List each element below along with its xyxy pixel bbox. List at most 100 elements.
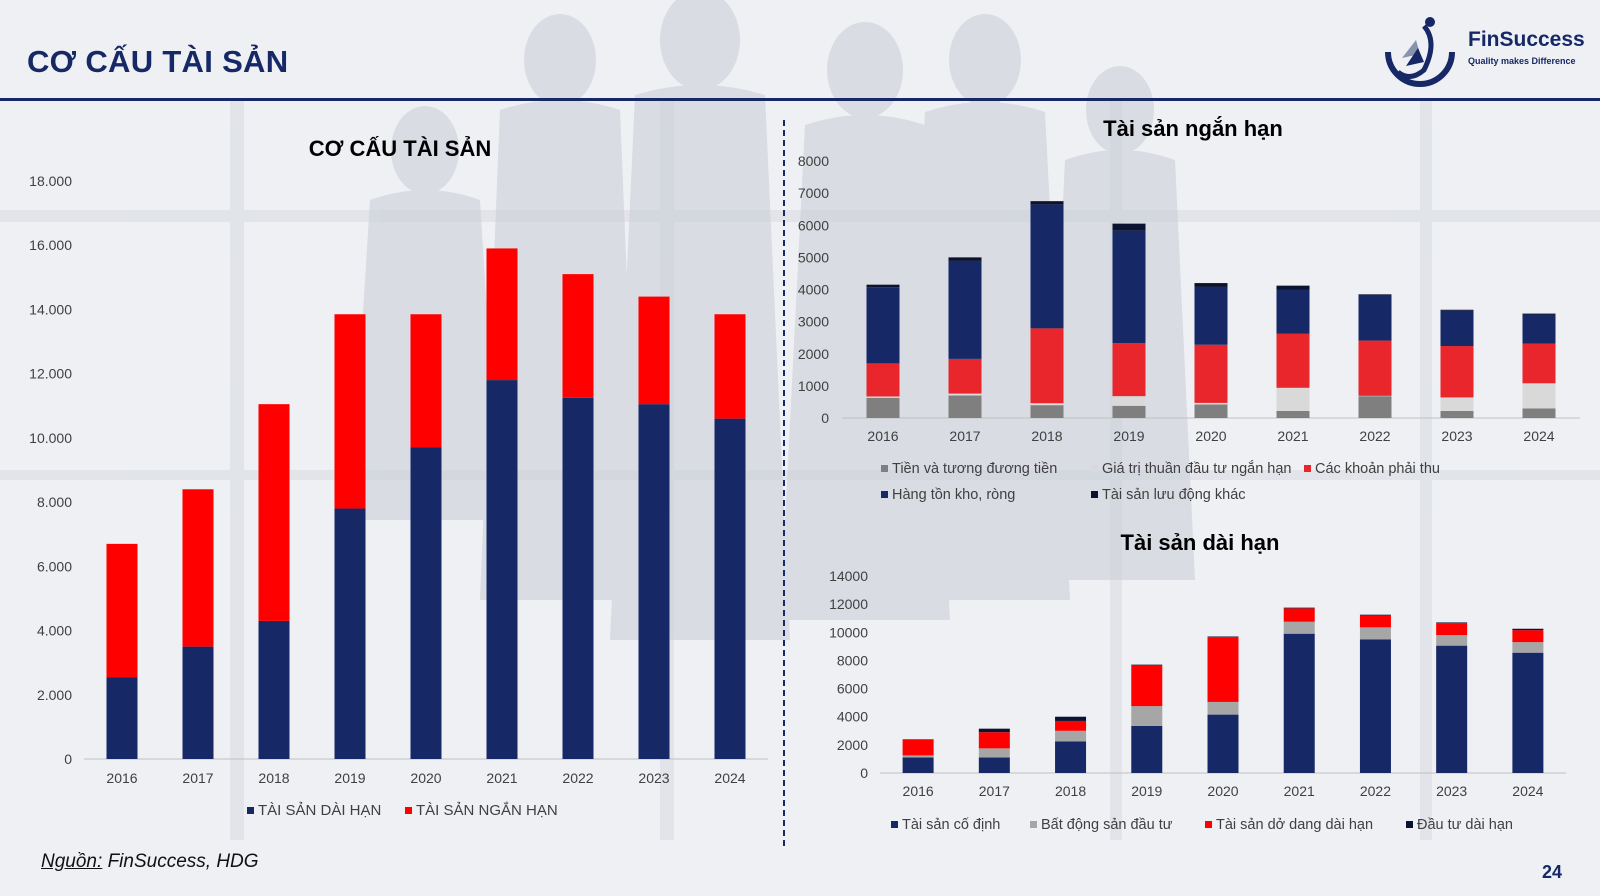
y-tick-label: 5000 xyxy=(798,249,829,265)
legend-label: Các khoản phải thu xyxy=(1315,461,1440,477)
bar-segment xyxy=(1512,630,1544,643)
bar-segment xyxy=(334,314,366,509)
bar-segment xyxy=(486,248,518,381)
bar-segment xyxy=(1194,344,1228,403)
bar-segment xyxy=(106,677,138,759)
bar-segment xyxy=(1276,333,1310,388)
x-tick-label: 2017 xyxy=(979,783,1010,799)
bar-segment xyxy=(1440,397,1474,411)
y-tick-label: 0 xyxy=(860,765,868,781)
y-tick-label: 2000 xyxy=(837,737,868,753)
bar-segment xyxy=(866,284,900,288)
chart-title: CƠ CẤU TÀI SẢN xyxy=(309,136,492,161)
y-tick-label: 1000 xyxy=(798,378,829,394)
x-tick-label: 2018 xyxy=(1031,428,1062,444)
legend-label: Tiền và tương đương tiền xyxy=(892,461,1057,477)
source-prefix: Nguồn: xyxy=(41,851,103,872)
legend-swatch xyxy=(405,807,412,814)
bar-segment xyxy=(1436,622,1468,624)
x-tick-label: 2016 xyxy=(106,770,137,786)
bar-segment xyxy=(948,395,982,418)
y-tick-label: 8000 xyxy=(798,153,829,169)
bar-segment xyxy=(1358,294,1392,341)
finsuccess-logo-icon xyxy=(1385,17,1455,87)
bar-segment xyxy=(1194,286,1228,345)
source-text: FinSuccess, HDG xyxy=(107,851,259,872)
bar-segment xyxy=(1112,405,1146,418)
bar-segment xyxy=(1359,627,1391,640)
x-tick-label: 2024 xyxy=(1512,783,1543,799)
legend-swatch xyxy=(881,491,888,498)
bar-segment xyxy=(334,508,366,759)
bar-segment xyxy=(1522,408,1556,418)
bar-segment xyxy=(902,755,934,758)
legend-swatch xyxy=(1406,821,1413,828)
x-tick-label: 2019 xyxy=(334,770,365,786)
bar-segment xyxy=(258,620,290,759)
bar-segment xyxy=(1055,720,1087,731)
bar-segment xyxy=(1112,230,1146,344)
bar-segment xyxy=(978,748,1010,758)
bar-segment xyxy=(1522,383,1556,409)
y-tick-label: 4000 xyxy=(798,282,829,298)
bar-segment xyxy=(1522,314,1556,344)
brand-name: FinSuccess xyxy=(1468,28,1585,51)
bar-segment xyxy=(1440,309,1474,311)
x-tick-label: 2017 xyxy=(949,428,980,444)
y-tick-label: 18.000 xyxy=(29,173,72,189)
bar-segment xyxy=(1194,283,1228,287)
bar-segment xyxy=(1359,614,1391,616)
y-tick-label: 10000 xyxy=(829,624,868,640)
bar-segment xyxy=(866,397,900,418)
bar-segment xyxy=(1194,404,1228,418)
bar-segment xyxy=(1030,328,1064,404)
bar-segment xyxy=(978,728,1010,733)
bar-segment xyxy=(1283,633,1315,773)
x-tick-label: 2016 xyxy=(867,428,898,444)
legend-swatch xyxy=(247,807,254,814)
bar-segment xyxy=(1522,343,1556,384)
header-divider xyxy=(0,98,1600,101)
x-tick-label: 2021 xyxy=(486,770,517,786)
bar-segment xyxy=(1131,665,1163,707)
bar-segment xyxy=(1358,294,1392,295)
bar-segment xyxy=(714,314,746,419)
y-tick-label: 2.000 xyxy=(37,687,72,703)
legend-label: Tài sản cố định xyxy=(902,817,1000,833)
bar-segment xyxy=(410,447,442,759)
chart-title: Tài sản dài hạn xyxy=(1121,530,1280,555)
bar-segment xyxy=(1276,289,1310,334)
brand-tagline: Quality makes Difference xyxy=(1468,56,1576,66)
y-tick-label: 8.000 xyxy=(37,494,72,510)
bar-segment xyxy=(1055,741,1087,773)
bar-segment xyxy=(1112,343,1146,397)
bar-segment xyxy=(1131,725,1163,773)
bar-segment xyxy=(106,543,138,678)
bar-segment xyxy=(1030,403,1064,406)
y-tick-label: 4.000 xyxy=(37,623,72,639)
legend-label: Hàng tồn kho, ròng xyxy=(892,487,1015,503)
legend-swatch xyxy=(1205,821,1212,828)
bar-segment xyxy=(1512,642,1544,653)
y-tick-label: 2000 xyxy=(798,346,829,362)
y-tick-label: 14000 xyxy=(829,568,868,584)
page-number: 24 xyxy=(1542,862,1563,882)
bar-segment xyxy=(1131,706,1163,726)
x-tick-label: 2023 xyxy=(1441,428,1472,444)
x-tick-label: 2024 xyxy=(1523,428,1554,444)
bar-segment xyxy=(410,314,442,448)
x-tick-label: 2021 xyxy=(1284,783,1315,799)
y-tick-label: 6000 xyxy=(837,681,868,697)
bar-segment xyxy=(1440,346,1474,398)
legend-label: TÀI SẢN NGẮN HẠN xyxy=(416,801,558,819)
bar-segment xyxy=(1030,204,1064,329)
bar-segment xyxy=(1207,636,1239,638)
legend-label: Tài sản dở dang dài hạn xyxy=(1216,817,1373,833)
source-note: Nguồn: FinSuccess, HDG xyxy=(41,851,259,873)
x-tick-label: 2016 xyxy=(903,783,934,799)
y-tick-label: 7000 xyxy=(798,185,829,201)
y-tick-label: 0 xyxy=(64,751,72,767)
y-tick-label: 14.000 xyxy=(29,301,72,317)
